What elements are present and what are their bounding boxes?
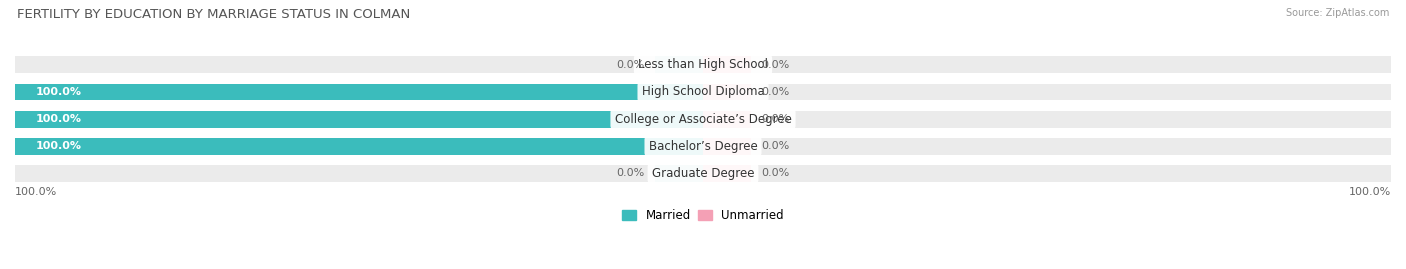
Text: High School Diploma: High School Diploma	[641, 86, 765, 98]
Text: 100.0%: 100.0%	[35, 141, 82, 151]
Text: 0.0%: 0.0%	[616, 60, 644, 70]
Text: Source: ZipAtlas.com: Source: ZipAtlas.com	[1285, 8, 1389, 18]
Text: Less than High School: Less than High School	[638, 58, 768, 71]
Text: 0.0%: 0.0%	[762, 60, 790, 70]
Bar	[703, 84, 751, 100]
Bar	[655, 165, 703, 182]
Bar	[15, 138, 703, 155]
Bar	[703, 111, 1391, 128]
Bar	[15, 84, 703, 100]
Text: 100.0%: 100.0%	[35, 114, 82, 124]
Bar	[703, 165, 1391, 182]
Bar	[703, 56, 1391, 73]
Bar	[703, 84, 1391, 100]
Bar	[15, 138, 703, 155]
Text: Graduate Degree: Graduate Degree	[652, 167, 754, 180]
Bar	[15, 111, 703, 128]
Text: 100.0%: 100.0%	[35, 87, 82, 97]
Text: 0.0%: 0.0%	[762, 168, 790, 178]
Bar	[703, 138, 1391, 155]
Text: Bachelor’s Degree: Bachelor’s Degree	[648, 140, 758, 153]
Bar	[15, 111, 703, 128]
Text: 100.0%: 100.0%	[1348, 187, 1391, 197]
Bar	[15, 84, 703, 100]
Bar	[15, 165, 703, 182]
Bar	[15, 56, 703, 73]
Bar	[655, 56, 703, 73]
Text: 100.0%: 100.0%	[15, 187, 58, 197]
Bar	[703, 165, 751, 182]
Text: 0.0%: 0.0%	[762, 87, 790, 97]
Bar	[703, 56, 751, 73]
Text: College or Associate’s Degree: College or Associate’s Degree	[614, 113, 792, 126]
Text: 0.0%: 0.0%	[762, 114, 790, 124]
Bar	[703, 138, 751, 155]
Text: FERTILITY BY EDUCATION BY MARRIAGE STATUS IN COLMAN: FERTILITY BY EDUCATION BY MARRIAGE STATU…	[17, 8, 411, 21]
Text: 0.0%: 0.0%	[616, 168, 644, 178]
Legend: Married, Unmarried: Married, Unmarried	[617, 204, 789, 226]
Bar	[703, 111, 751, 128]
Text: 0.0%: 0.0%	[762, 141, 790, 151]
